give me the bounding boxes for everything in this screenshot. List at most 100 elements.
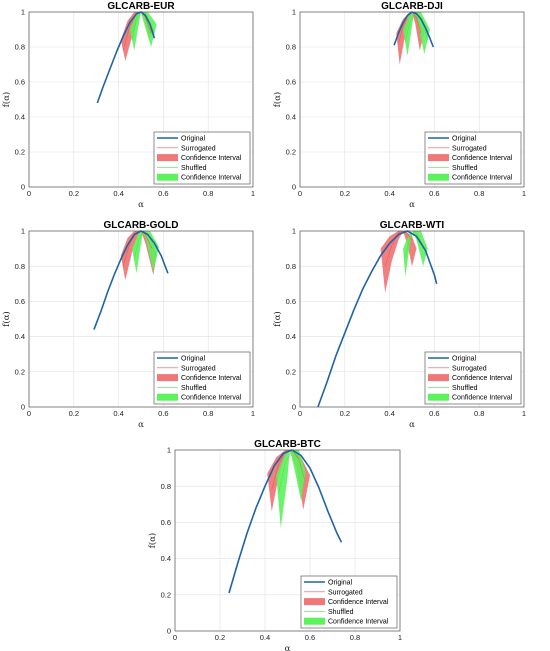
legend-label: Surrogated	[328, 589, 363, 596]
y-tick-label: 0.8	[15, 43, 25, 52]
x-axis-label: α	[138, 200, 144, 210]
x-tick-label: 0.8	[474, 189, 484, 198]
x-tick-label: 0.2	[69, 189, 79, 198]
legend-label: Shuffled	[181, 165, 207, 172]
legend-swatch	[304, 598, 325, 606]
y-tick-label: 0.2	[15, 367, 25, 376]
legend-label: Confidence Interval	[328, 619, 389, 626]
chart-title: GLCARB-GOLD	[104, 220, 179, 231]
y-tick-label: 0.4	[15, 113, 25, 122]
x-tick-label: 0.8	[203, 409, 213, 418]
chart-panel-4: 0 0.2 0.4 0.6 0.8 1 0 0.2 0.4 0.6 0.8 1 GLCARB-WTI α f…	[272, 220, 526, 430]
x-tick-label: 0.4	[384, 409, 394, 418]
x-axis-label: α	[285, 644, 291, 651]
x-tick-label: 1	[398, 633, 402, 642]
x-tick-label: 0.2	[69, 409, 79, 418]
legend-label: Original	[181, 356, 206, 363]
surrogated-line	[384, 230, 413, 267]
x-tick-label: 0.2	[340, 409, 350, 418]
x-tick-label: 0.4	[113, 409, 123, 418]
chart-panel-5: 0 0.2 0.4 0.6 0.8 1 0 0.2 0.4 0.6 0.8 1 GLCARB-BTC α f…	[147, 439, 402, 651]
x-tick-label: 0	[298, 409, 302, 418]
original-line	[93, 230, 169, 330]
legend-label: Confidence Interval	[181, 395, 242, 402]
axes-box	[299, 230, 525, 408]
y-tick-label: 0.8	[286, 43, 296, 52]
y-tick-label: 1	[167, 446, 171, 455]
x-tick-label: 0.2	[215, 633, 225, 642]
x-tick-label: 0.6	[429, 409, 439, 418]
x-tick-label: 0.8	[350, 633, 360, 642]
y-tick-label: 0.8	[15, 262, 25, 271]
legend-label: Shuffled	[452, 385, 478, 392]
x-axis-label: α	[409, 420, 415, 430]
y-tick-label: 1	[292, 227, 296, 236]
y-tick-label: 0.8	[161, 482, 171, 491]
y-tick-label: 1	[292, 8, 296, 17]
chart-title: GLCARB-BTC	[254, 439, 321, 450]
original-line	[393, 11, 435, 48]
legend-swatch	[304, 617, 325, 625]
chart-panel-2: 0 0.2 0.4 0.6 0.8 1 0 0.2 0.4 0.6 0.8 1 GLCARB-DJI α f…	[272, 1, 526, 210]
legend-swatch	[157, 173, 178, 181]
legend-swatch	[157, 393, 178, 401]
y-axis-label: f(α)	[272, 92, 283, 108]
y-tick-label: 0.2	[161, 590, 171, 599]
x-axis-label: α	[409, 200, 415, 210]
legend: Original Surrogated Confidence Interval Shu…	[300, 575, 398, 629]
chart-title: GLCARB-WTI	[380, 220, 445, 231]
legend-swatch	[157, 374, 178, 382]
y-tick-label: 0	[167, 627, 171, 636]
x-tick-label: 0.8	[203, 189, 213, 198]
x-tick-label: 0.6	[429, 189, 439, 198]
legend-swatch	[428, 393, 449, 401]
x-tick-label: 1	[251, 409, 255, 418]
y-tick-label: 0.6	[161, 518, 171, 527]
y-axis-label: f(α)	[147, 533, 158, 549]
x-tick-label: 1	[251, 189, 255, 198]
legend-label: Original	[181, 136, 206, 143]
original-line	[228, 449, 343, 594]
y-tick-label: 0.4	[161, 554, 171, 563]
y-axis-label: f(α)	[1, 311, 12, 327]
original-line	[96, 11, 156, 104]
legend-label: Original	[452, 136, 477, 143]
y-tick-label: 0	[292, 403, 296, 412]
x-tick-label: 0.8	[474, 409, 484, 418]
shuffled-confidence-band	[403, 231, 428, 277]
y-tick-label: 0.4	[15, 332, 25, 341]
legend-label: Surrogated	[181, 365, 216, 372]
legend-label: Surrogated	[181, 145, 216, 152]
axes-box	[299, 11, 525, 188]
legend-label: Confidence Interval	[181, 175, 242, 182]
chart-panel-3: 0 0.2 0.4 0.6 0.8 1 0 0.2 0.4 0.6 0.8 1 GLCARB-GOLD α…	[1, 220, 255, 430]
y-tick-label: 0.6	[15, 78, 25, 87]
legend-label: Confidence Interval	[181, 375, 242, 382]
y-tick-label: 0.8	[286, 262, 296, 271]
legend-label: Confidence Interval	[452, 395, 513, 402]
x-tick-label: 0	[27, 409, 31, 418]
legend-label: Surrogated	[452, 145, 487, 152]
y-tick-label: 0.4	[286, 332, 296, 341]
y-tick-label: 0	[292, 183, 296, 192]
legend: Original Surrogated Confidence Interval Shu…	[424, 351, 522, 405]
legend-label: Surrogated	[452, 365, 487, 372]
x-tick-label: 0	[27, 189, 31, 198]
legend-label: Confidence Interval	[452, 175, 513, 182]
x-tick-label: 0.6	[305, 633, 315, 642]
x-tick-label: 0.4	[113, 189, 123, 198]
y-tick-label: 0	[21, 183, 25, 192]
x-tick-label: 0.6	[158, 409, 168, 418]
legend-label: Confidence Interval	[181, 155, 242, 162]
x-tick-label: 1	[522, 189, 526, 198]
y-tick-label: 0.6	[286, 78, 296, 87]
legend-label: Original	[452, 356, 477, 363]
legend-swatch	[428, 173, 449, 181]
legend-label: Shuffled	[452, 165, 478, 172]
legend-label: Confidence Interval	[328, 599, 389, 606]
x-tick-label: 0.4	[260, 633, 270, 642]
y-tick-label: 0.2	[286, 367, 296, 376]
y-axis-label: f(α)	[1, 92, 12, 108]
legend-label: Shuffled	[328, 609, 354, 616]
shuffled-confidence-band	[129, 12, 157, 51]
